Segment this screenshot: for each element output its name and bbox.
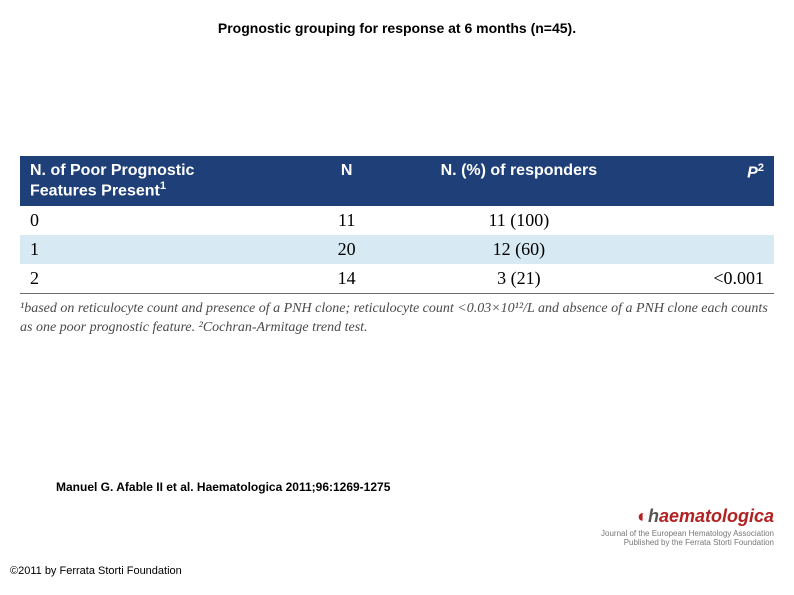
logo-subtitle: Journal of the European Hematology Assoc… [601, 529, 774, 547]
cell-responders: 12 (60) [377, 235, 660, 264]
citation-text: Manuel G. Afable II et al. Haematologica… [56, 480, 390, 494]
cell-p [661, 206, 774, 235]
cell-features: 0 [20, 206, 316, 235]
prognostic-table-container: N. of Poor PrognosticFeatures Present1 N… [20, 156, 774, 294]
cell-p [661, 235, 774, 264]
col-p: P2 [661, 156, 774, 206]
table-row: 2 14 3 (21) <0.001 [20, 264, 774, 294]
cell-features: 1 [20, 235, 316, 264]
copyright-text: ©2011 by Ferrata Storti Foundation [10, 565, 182, 577]
cell-responders: 11 (100) [377, 206, 660, 235]
cell-p: <0.001 [661, 264, 774, 294]
prognostic-table: N. of Poor PrognosticFeatures Present1 N… [20, 156, 774, 294]
table-row: 1 20 12 (60) [20, 235, 774, 264]
logo-bullet-icon: ◐ [637, 506, 648, 526]
table-header-row: N. of Poor PrognosticFeatures Present1 N… [20, 156, 774, 206]
cell-features: 2 [20, 264, 316, 294]
cell-n: 20 [316, 235, 377, 264]
page-title: Prognostic grouping for response at 6 mo… [0, 0, 794, 36]
col-responders: N. (%) of responders [377, 156, 660, 206]
logo-prefix: h [648, 506, 659, 526]
cell-n: 11 [316, 206, 377, 235]
table-footnote: ¹based on reticulocyte count and presenc… [20, 300, 774, 338]
cell-responders: 3 (21) [377, 264, 660, 294]
table-row: 0 11 11 (100) [20, 206, 774, 235]
cell-n: 14 [316, 264, 377, 294]
col-n: N [316, 156, 377, 206]
col-features: N. of Poor PrognosticFeatures Present1 [20, 156, 316, 206]
logo-main: aematologica [659, 506, 774, 526]
journal-logo: ◐haematologica Journal of the European H… [601, 506, 774, 547]
logo-brand: ◐haematologica [601, 506, 774, 527]
